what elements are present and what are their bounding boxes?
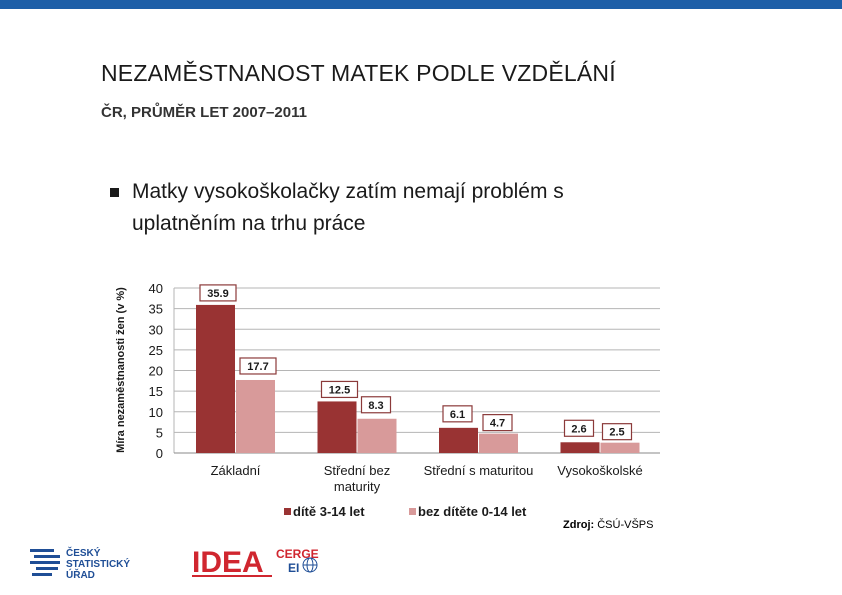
bar (357, 418, 397, 453)
y-tick-label: 5 (156, 425, 163, 440)
data-label: 6.1 (450, 409, 465, 421)
data-label-box (601, 423, 633, 441)
bullet-text: Matky vysokoškolačky zatím nemají problé… (110, 176, 670, 240)
legend-label: dítě 3-14 let (293, 504, 365, 519)
data-label-box (563, 419, 595, 437)
bullet-line: uplatněním na trhu práce (132, 212, 366, 235)
idea-underline (192, 575, 272, 577)
data-label: 17.7 (247, 361, 268, 373)
top-accent-bar (0, 0, 842, 9)
y-tick-label: 40 (149, 281, 163, 296)
csu-logo: ČESKÝ STATISTICKÝ ÚŘAD (30, 546, 130, 581)
bar (196, 304, 235, 453)
x-tick-label: Střední s maturitou (424, 463, 534, 478)
y-tick-label: 35 (149, 302, 163, 317)
csu-logo-line: ČESKÝ (66, 546, 101, 559)
bar (317, 401, 357, 453)
bar (600, 442, 640, 453)
data-label: 4.7 (490, 418, 505, 430)
data-label-box (320, 380, 359, 399)
legend-label: bez dítěte 0-14 let (418, 504, 527, 519)
idea-logo-text: IDEA (192, 546, 264, 579)
csu-stripes-icon (30, 549, 60, 576)
x-tick-label: Střední bez (324, 463, 391, 478)
slide-title: NEZAMĚSTNANOST MATEK PODLE VZDĚLÁNÍ (101, 60, 616, 86)
x-tick-label: maturity (334, 479, 381, 494)
bar (479, 433, 518, 453)
bar (439, 427, 478, 453)
data-label: 12.5 (329, 384, 350, 396)
x-tick-label: Vysokoškolské (557, 463, 643, 478)
y-tick-label: 0 (156, 446, 163, 461)
idea-cerge-logo: IDEA CERGE EI (192, 546, 319, 579)
y-tick-label: 30 (149, 322, 163, 337)
legend-swatch (409, 508, 416, 515)
slide-subtitle: ČR, PRŮMĚR LET 2007–2011 (101, 104, 307, 121)
data-label-box (482, 414, 513, 432)
data-label-box (360, 396, 392, 414)
legend-swatch (284, 508, 291, 515)
csu-logo-line: ÚŘAD (66, 568, 95, 581)
data-label-box (442, 405, 473, 423)
bar (560, 442, 600, 453)
data-label: 35.9 (207, 288, 228, 300)
data-label: 8.3 (368, 400, 383, 412)
data-label: 2.6 (571, 423, 586, 435)
source-note: Zdroj: ČSÚ-VŠPS (563, 519, 653, 531)
source-value: ČSÚ-VŠPS (597, 519, 654, 531)
y-axis-title: Míra nezaměstnanosti žen (v %) (115, 287, 127, 453)
data-label: 2.5 (609, 427, 624, 439)
bar (236, 379, 275, 453)
csu-logo-line: STATISTICKÝ (66, 557, 130, 570)
cerge-logo-text: CERGE (276, 547, 319, 561)
y-tick-label: 20 (149, 364, 163, 379)
data-label-box (239, 357, 277, 375)
y-tick-label: 25 (149, 343, 163, 358)
globe-icon (302, 557, 318, 573)
bullet-square-icon (110, 188, 119, 197)
data-label-box (199, 284, 237, 302)
y-tick-label: 10 (149, 405, 163, 420)
source-label: Zdroj: (563, 519, 595, 531)
bullet-line: Matky vysokoškolačky zatím nemají problé… (132, 180, 564, 203)
x-tick-label: Základní (211, 463, 261, 478)
y-tick-label: 15 (149, 384, 163, 399)
ei-logo-text: EI (288, 561, 299, 575)
bullet-point: Matky vysokoškolačky zatím nemají problé… (110, 176, 670, 240)
